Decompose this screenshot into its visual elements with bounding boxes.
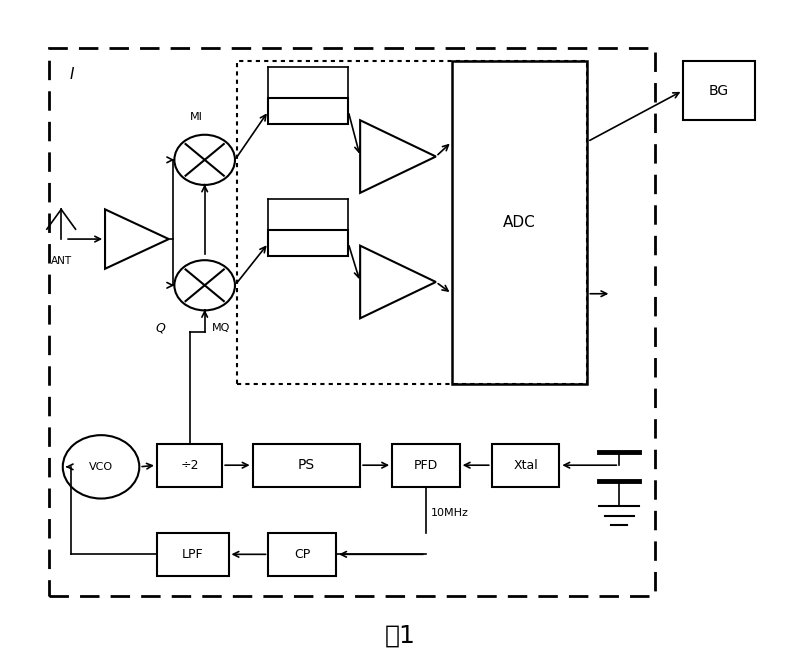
Bar [253, 444, 360, 487]
Bar [50, 48, 655, 595]
Text: VCO: VCO [89, 462, 113, 472]
Text: 10MHz: 10MHz [431, 508, 469, 518]
Bar [269, 231, 348, 255]
Bar [452, 61, 587, 385]
Text: 图1: 图1 [385, 623, 415, 647]
Text: PFD: PFD [414, 459, 438, 471]
Text: Xtal: Xtal [513, 459, 538, 471]
Text: MQ: MQ [211, 323, 230, 333]
Text: PS: PS [298, 458, 315, 472]
Text: BG: BG [709, 84, 729, 97]
Text: MI: MI [190, 112, 203, 122]
Text: I: I [69, 68, 74, 82]
Bar [237, 61, 587, 385]
Bar [492, 444, 559, 487]
Text: ADC: ADC [503, 215, 536, 230]
Bar [157, 444, 222, 487]
Bar [392, 444, 460, 487]
Text: ÷2: ÷2 [180, 459, 198, 471]
Text: ANT: ANT [50, 255, 72, 266]
Text: Q: Q [156, 322, 166, 335]
Text: LPF: LPF [182, 548, 203, 561]
Bar [157, 533, 229, 575]
Bar [269, 533, 336, 575]
Bar [269, 98, 348, 123]
Bar [683, 61, 754, 120]
Text: CP: CP [294, 548, 310, 561]
